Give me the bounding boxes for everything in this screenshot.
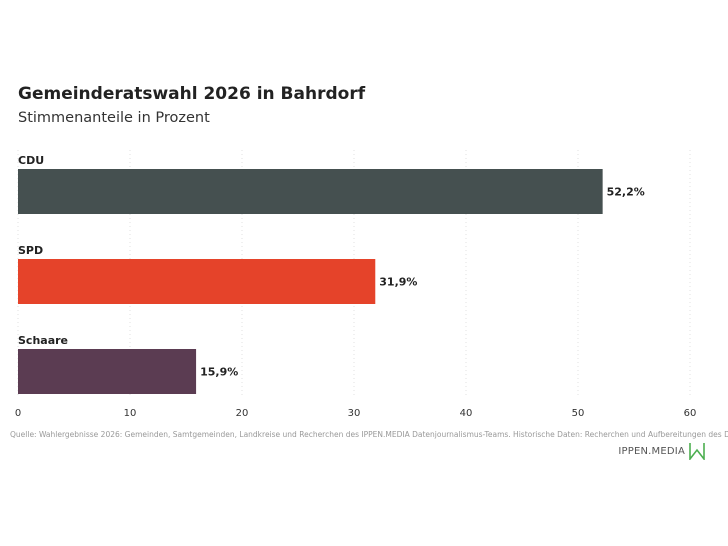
- x-tick-label: 60: [684, 408, 697, 419]
- x-tick-label: 50: [572, 408, 585, 419]
- category-label: CDU: [18, 154, 44, 167]
- logo-mark-icon: [689, 443, 705, 460]
- category-label: Schaare: [18, 334, 68, 347]
- x-tick-label: 40: [460, 408, 473, 419]
- x-tick-label: 10: [124, 408, 137, 419]
- bar-chart: 0 10 20 30 40 50 60 CDU 52,2% SPD 31,9% Schaare 15,9…: [15, 150, 697, 419]
- value-label: 15,9%: [200, 366, 238, 379]
- x-tick-label: 20: [236, 408, 249, 419]
- bar: [18, 169, 603, 214]
- logo-text: IPPEN.MEDIA: [618, 445, 685, 457]
- x-tick-label: 0: [15, 408, 21, 419]
- bar: [18, 349, 197, 394]
- publisher-logo: IPPEN.MEDIA: [618, 442, 706, 460]
- value-label: 52,2%: [607, 186, 645, 199]
- chart-title: Gemeinderatswahl 2026 in Bahrdorf: [18, 84, 366, 104]
- source-note: Quelle: Wahlergebnisse 2026: Gemeinden, …: [10, 430, 728, 439]
- value-label: 31,9%: [379, 276, 417, 289]
- category-label: SPD: [18, 244, 43, 257]
- x-tick-label: 30: [348, 408, 361, 419]
- bar: [18, 259, 376, 304]
- chart-subtitle: Stimmenanteile in Prozent: [18, 110, 210, 126]
